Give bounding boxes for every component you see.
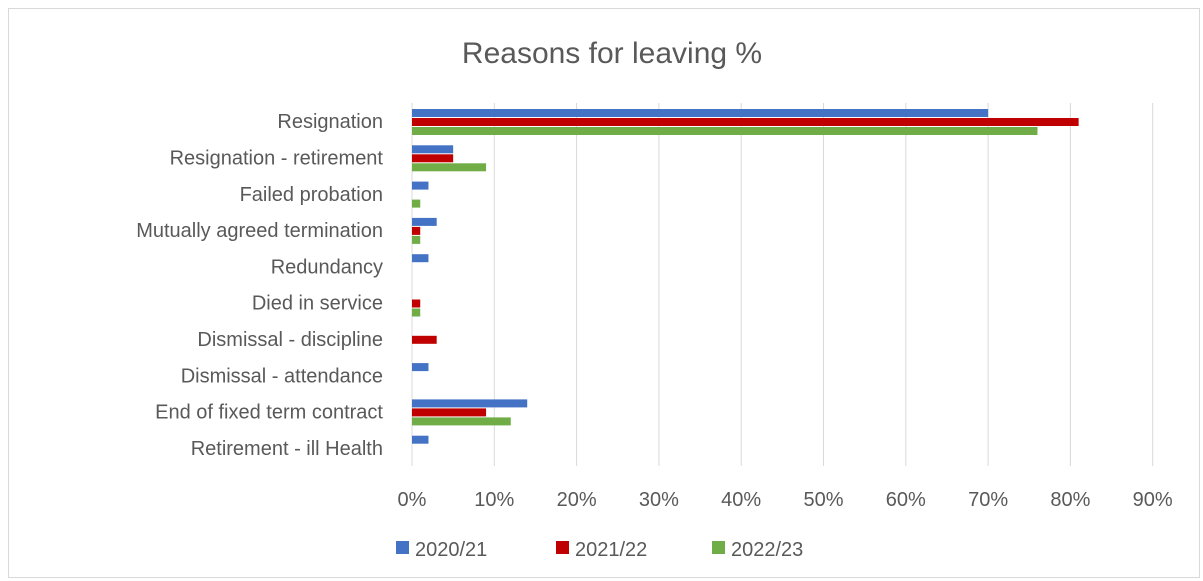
bar[interactable] [412,226,421,235]
category-label: Resignation - retirement [170,147,384,169]
x-tick-label: 80% [1050,489,1090,511]
bar[interactable] [412,363,429,372]
category-label: Retirement - ill Health [191,438,383,460]
category-label: Dismissal - discipline [197,329,383,351]
bars [412,109,1079,444]
category-label: End of fixed term contract [155,402,383,424]
bar[interactable] [412,217,437,226]
category-labels: Resignation Resignation - retirement Faile… [136,111,383,460]
bar[interactable] [412,109,989,117]
category-label: Resignation [277,111,383,133]
x-tick-label: 10% [474,489,514,511]
bar[interactable] [412,199,421,208]
category-label: Dismissal - attendance [181,365,383,387]
bar[interactable] [412,118,1079,126]
legend-swatch [712,541,725,554]
bar[interactable] [412,299,421,308]
category-label: Died in service [252,293,383,315]
legend[interactable]: 2020/21 2021/22 2022/23 [396,539,803,561]
x-tick-label: 40% [721,489,761,511]
legend-label[interactable]: 2020/21 [415,539,487,561]
category-label: Redundancy [271,256,383,278]
bar[interactable] [412,181,429,190]
x-tick-label: 0% [398,489,427,511]
legend-label[interactable]: 2022/23 [731,539,803,561]
bar[interactable] [412,127,1038,135]
bar[interactable] [412,154,454,163]
x-tick-label: 90% [1133,489,1173,511]
x-tick-label: 50% [803,489,843,511]
bar[interactable] [412,408,487,417]
x-tick-label: 30% [639,489,679,511]
bar[interactable] [412,335,437,344]
x-tick-label: 70% [968,489,1008,511]
bar[interactable] [412,417,511,426]
bar[interactable] [412,145,454,154]
x-tick-label: 60% [886,489,926,511]
legend-label[interactable]: 2021/22 [575,539,647,561]
x-axis-ticks: 0% 10% 20% 30% 40% 50% 60% 70% 80% 90% [398,489,1173,511]
bar[interactable] [412,308,421,317]
legend-swatch [556,541,569,554]
bar[interactable] [412,435,429,444]
bar[interactable] [412,235,421,244]
bar[interactable] [412,399,528,408]
x-tick-label: 20% [557,489,597,511]
chart-frame [8,8,1200,578]
bar[interactable] [412,254,429,263]
grid-lines [411,103,1154,466]
chart-title: Reasons for leaving % [462,37,762,70]
legend-swatch [396,541,409,554]
category-label: Failed probation [240,184,383,206]
category-label: Mutually agreed termination [136,220,383,242]
bar[interactable] [412,163,487,172]
